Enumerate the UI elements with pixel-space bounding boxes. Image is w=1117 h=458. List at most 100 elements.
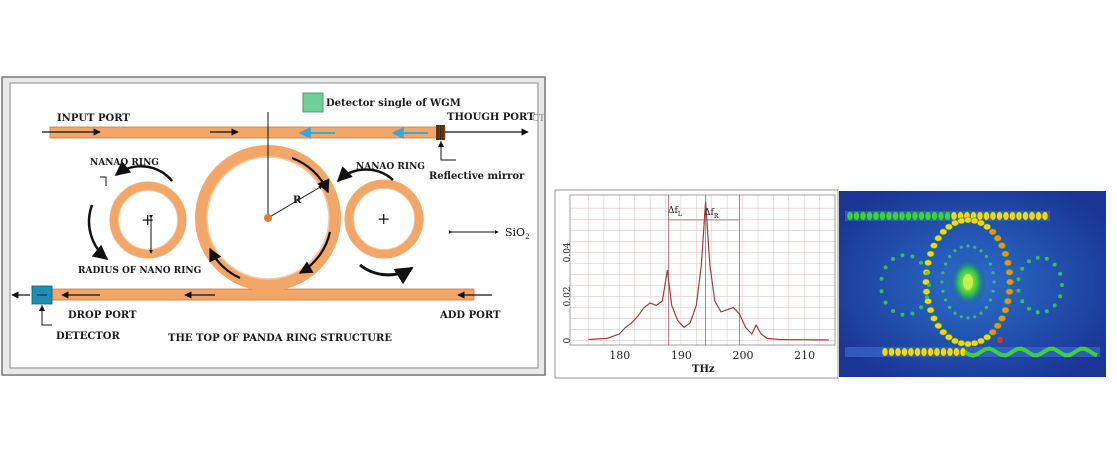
field-top-bead — [898, 211, 906, 221]
field-top-bead — [1035, 211, 1042, 221]
field-side-ring-dot — [910, 254, 915, 259]
field-top-bead — [944, 211, 951, 221]
field-inner-dot — [988, 298, 993, 302]
field-bottom-bead — [933, 347, 941, 357]
field-bottom-bead — [888, 347, 895, 357]
field-top-bead — [996, 211, 1003, 221]
delta-f-left-label: ΔfL — [668, 206, 682, 218]
field-ring-bead — [951, 337, 959, 345]
field-ring-bead — [926, 306, 935, 314]
field-bottom-bead — [914, 347, 921, 357]
field-inner-dot — [966, 244, 970, 248]
field-side-ring-dot — [1060, 283, 1064, 287]
field-ring-bead — [1001, 250, 1010, 258]
drop-port-label: DROP PORT — [68, 310, 137, 321]
field-side-ring-dot — [924, 270, 929, 275]
field-ring-bead — [1004, 297, 1012, 305]
field-side-ring-dot — [883, 265, 888, 270]
field-side-ring-dot — [924, 295, 929, 300]
field-ring-bead — [945, 333, 953, 341]
field-side-ring-dot — [1027, 306, 1031, 311]
y-tick-label: 0.02 — [563, 286, 573, 306]
field-bottom-bead — [927, 347, 934, 357]
field-side-ring-dot — [1058, 294, 1063, 299]
field-ring-bead — [945, 223, 953, 231]
field-top-bead — [892, 211, 899, 221]
field-bottom-bead — [953, 347, 960, 357]
field-inner-dot — [988, 262, 993, 266]
field-inner-dot — [943, 262, 948, 266]
field-side-ring-dot — [883, 300, 888, 305]
field-ring-bead — [998, 315, 1006, 322]
field-ring-bead — [939, 328, 948, 336]
field-top-bead — [879, 211, 886, 221]
field-ring-bead — [964, 216, 972, 224]
field-side-ring-dot — [900, 253, 905, 258]
center-dot — [264, 214, 272, 222]
field-inner-dot — [973, 315, 977, 319]
sio2-label: SiO2 — [505, 226, 530, 241]
field-side-ring-dot — [1035, 310, 1040, 315]
field-top-bead — [1041, 211, 1049, 221]
field-side-ring-dot — [891, 257, 895, 261]
field-top-bead — [853, 211, 860, 221]
left-nano-ring-edge — [118, 190, 178, 250]
field-side-ring-dot — [1035, 255, 1040, 260]
field-inner-dot — [953, 249, 957, 253]
field-ring-bead — [924, 259, 932, 267]
spectrum-y-ticks: 0 0.02 0.04 — [563, 242, 573, 343]
delta-f-right-label: ΔfR — [704, 208, 719, 220]
field-side-ring-dot — [1058, 271, 1063, 276]
input-port-label: INPUT PORT — [57, 113, 130, 124]
field-top-bead — [937, 211, 945, 221]
field-ring-bead — [988, 228, 997, 236]
field-ring-bead — [1005, 288, 1014, 296]
left-nano-ring — [109, 181, 187, 259]
field-side-ring-dot — [919, 260, 924, 265]
y-tick-label: 0 — [563, 337, 573, 343]
right-ring-arrow-top — [336, 166, 394, 183]
field-ring-bead — [998, 242, 1006, 249]
x-tick-label: 180 — [609, 349, 630, 362]
field-bottom-bead — [894, 347, 902, 357]
field-ring-bead — [930, 242, 938, 249]
field-inner-dot — [959, 245, 963, 249]
detector-wgm-label: Detector single of WGM — [326, 98, 461, 109]
x-tick-label: 200 — [733, 349, 754, 362]
field-side-ring-dot — [1016, 288, 1021, 293]
field-bottom-bead — [940, 347, 947, 357]
mirror-leader-arrow — [438, 141, 444, 147]
field-ring-bead — [1006, 278, 1014, 286]
left-ring-arrow-left — [87, 204, 109, 260]
y-tick-label: 0.04 — [563, 242, 573, 262]
field-ring-bead — [993, 322, 1002, 330]
x-tick-label: 210 — [794, 349, 815, 362]
field-map-content — [845, 211, 1100, 358]
field-ring-bead — [983, 223, 991, 231]
field-inner-dot — [992, 280, 996, 284]
field-ring-bead — [930, 315, 938, 322]
field-side-ring-dot — [1044, 309, 1049, 314]
field-ring-bead — [993, 234, 1002, 242]
field-top-bead — [1002, 211, 1010, 221]
field-inner-dot — [940, 280, 944, 284]
field-top-bead — [905, 211, 912, 221]
field-top-bead — [950, 211, 958, 221]
caption-label: THE TOP OF PANDA RING STRUCTURE — [168, 333, 392, 344]
field-bottom-wave — [963, 346, 1098, 358]
field-top-bead — [872, 211, 880, 221]
nanao-ring-right-label: NANAO RING — [356, 162, 425, 172]
field-top-bead — [989, 211, 997, 221]
field-top-bead — [911, 211, 919, 221]
field-side-ring-dot — [1052, 303, 1057, 308]
detector-wgm-icon — [302, 92, 324, 113]
field-ring-bead — [988, 328, 997, 336]
field-top-bead — [859, 211, 867, 221]
reflective-mirror-label: Reflective mirror — [429, 171, 525, 182]
through-port-suffix: CT — [532, 114, 545, 124]
plot-area-border — [569, 194, 836, 346]
field-inner-dot — [984, 305, 989, 310]
spectrum-grid — [569, 194, 836, 346]
